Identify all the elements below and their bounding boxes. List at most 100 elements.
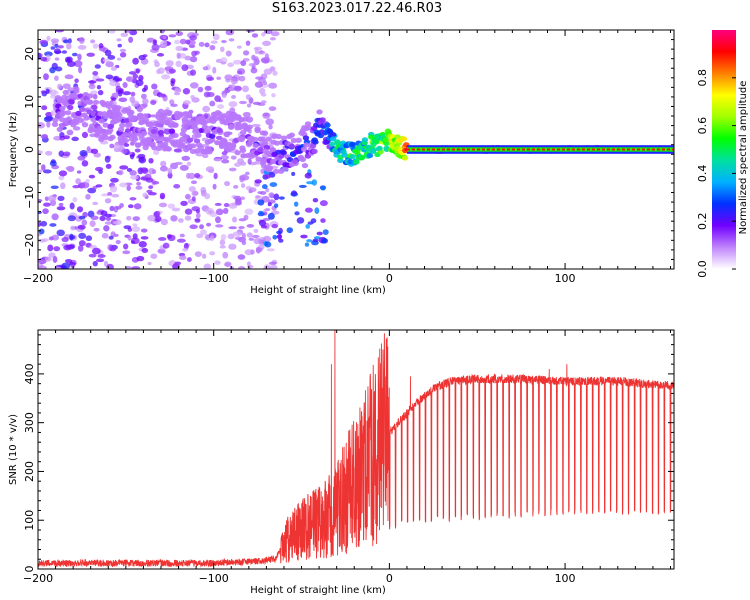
snr-y-tick-label: 200	[23, 461, 36, 482]
noise-blob	[255, 76, 264, 80]
noise-blob	[152, 169, 157, 175]
ridge-blob	[59, 105, 66, 112]
noise-blob	[47, 195, 57, 202]
noise-blob	[240, 161, 247, 166]
noise-blob	[228, 202, 238, 209]
noise-blob	[240, 183, 246, 188]
noise-blob	[167, 167, 173, 175]
noise-blob	[131, 226, 141, 233]
ridge-blob	[323, 139, 330, 145]
noise-blob	[115, 239, 121, 245]
noise-blob	[53, 48, 61, 55]
noise-blob	[67, 215, 76, 222]
noise-blob	[243, 214, 249, 221]
ridge-blob	[225, 110, 233, 116]
ridge-blob	[75, 110, 82, 116]
noise-blob	[312, 198, 319, 203]
ridge-blob	[68, 99, 75, 105]
noise-blob	[123, 243, 129, 250]
noise-blob	[174, 39, 180, 45]
spectrogram-y-tick-label: −10	[23, 186, 36, 209]
noise-blob	[209, 100, 216, 107]
noise-blob	[136, 181, 142, 186]
noise-blob	[62, 151, 71, 157]
noise-blob	[117, 43, 122, 48]
ridge-blob	[59, 110, 67, 116]
noise-blob	[61, 262, 71, 269]
ridge-blob	[165, 146, 172, 152]
noise-blob	[78, 215, 86, 220]
noise-blob	[238, 100, 248, 105]
noise-blob	[215, 135, 223, 140]
spectrogram-y-tick-label: 10	[23, 95, 36, 109]
noise-blob	[113, 220, 120, 225]
noise-blob	[240, 196, 246, 200]
noise-blob	[121, 148, 128, 155]
ridge-blob	[373, 139, 381, 145]
noise-blob	[225, 50, 232, 57]
ridge-blob	[254, 127, 261, 134]
noise-blob	[174, 161, 183, 165]
ridge-blob	[201, 124, 209, 130]
ridge-blob	[300, 146, 308, 152]
noise-blob	[43, 73, 49, 81]
noise-blob	[159, 192, 166, 200]
noise-blob	[214, 260, 221, 265]
ridge-blob	[180, 127, 188, 133]
noise-blob	[222, 251, 229, 259]
noise-blob	[57, 83, 63, 90]
noise-blob	[74, 78, 79, 84]
noise-blob	[109, 185, 118, 193]
ridge-blob	[92, 99, 100, 105]
ridge-blob	[376, 145, 383, 151]
noise-blob	[161, 74, 171, 80]
noise-blob	[104, 213, 112, 218]
spectrogram-y-tick-label: 0	[23, 146, 36, 153]
ridge-blob	[272, 168, 280, 174]
ridge-blob	[286, 156, 294, 163]
ridge-blob	[265, 136, 272, 142]
noise-blob	[54, 57, 60, 61]
noise-blob	[135, 68, 140, 74]
ridge-blob	[177, 112, 184, 118]
noise-blob	[134, 148, 141, 153]
noise-blob	[233, 85, 242, 92]
noise-blob	[245, 94, 251, 100]
ridge-blob	[304, 121, 312, 127]
noise-blob	[228, 226, 237, 230]
noise-blob	[238, 265, 246, 269]
noise-blob	[175, 31, 184, 37]
noise-blob	[246, 30, 255, 33]
ridge-blob	[369, 148, 377, 154]
noise-blob	[190, 94, 195, 100]
noise-blob	[129, 96, 136, 103]
ridge-blob	[186, 137, 194, 143]
ridge-blob	[131, 136, 139, 142]
noise-blob	[62, 83, 71, 89]
ridge-blob	[172, 122, 179, 128]
noise-blob	[64, 74, 74, 80]
noise-blob	[74, 60, 83, 68]
noise-blob	[58, 150, 64, 157]
noise-blob	[305, 224, 311, 229]
noise-blob	[206, 76, 215, 81]
noise-blob	[143, 84, 149, 91]
noise-blob	[87, 210, 95, 218]
ridge-blob	[116, 112, 123, 118]
noise-blob	[198, 41, 205, 47]
noise-blob	[262, 40, 272, 47]
noise-blob	[178, 218, 184, 223]
noise-blob	[220, 61, 227, 65]
noise-blob	[267, 202, 272, 207]
noise-blob	[214, 202, 222, 206]
noise-blob	[50, 46, 56, 50]
ridge-blob	[295, 137, 302, 143]
noise-blob	[116, 38, 122, 42]
noise-blob	[77, 44, 87, 50]
ridge-blob	[130, 115, 138, 121]
ridge-blob	[269, 147, 277, 153]
noise-blob	[86, 52, 95, 57]
colorbar-tick-label: 0.2	[696, 212, 709, 230]
noise-blob	[232, 216, 237, 223]
ridge-blob	[178, 143, 186, 149]
